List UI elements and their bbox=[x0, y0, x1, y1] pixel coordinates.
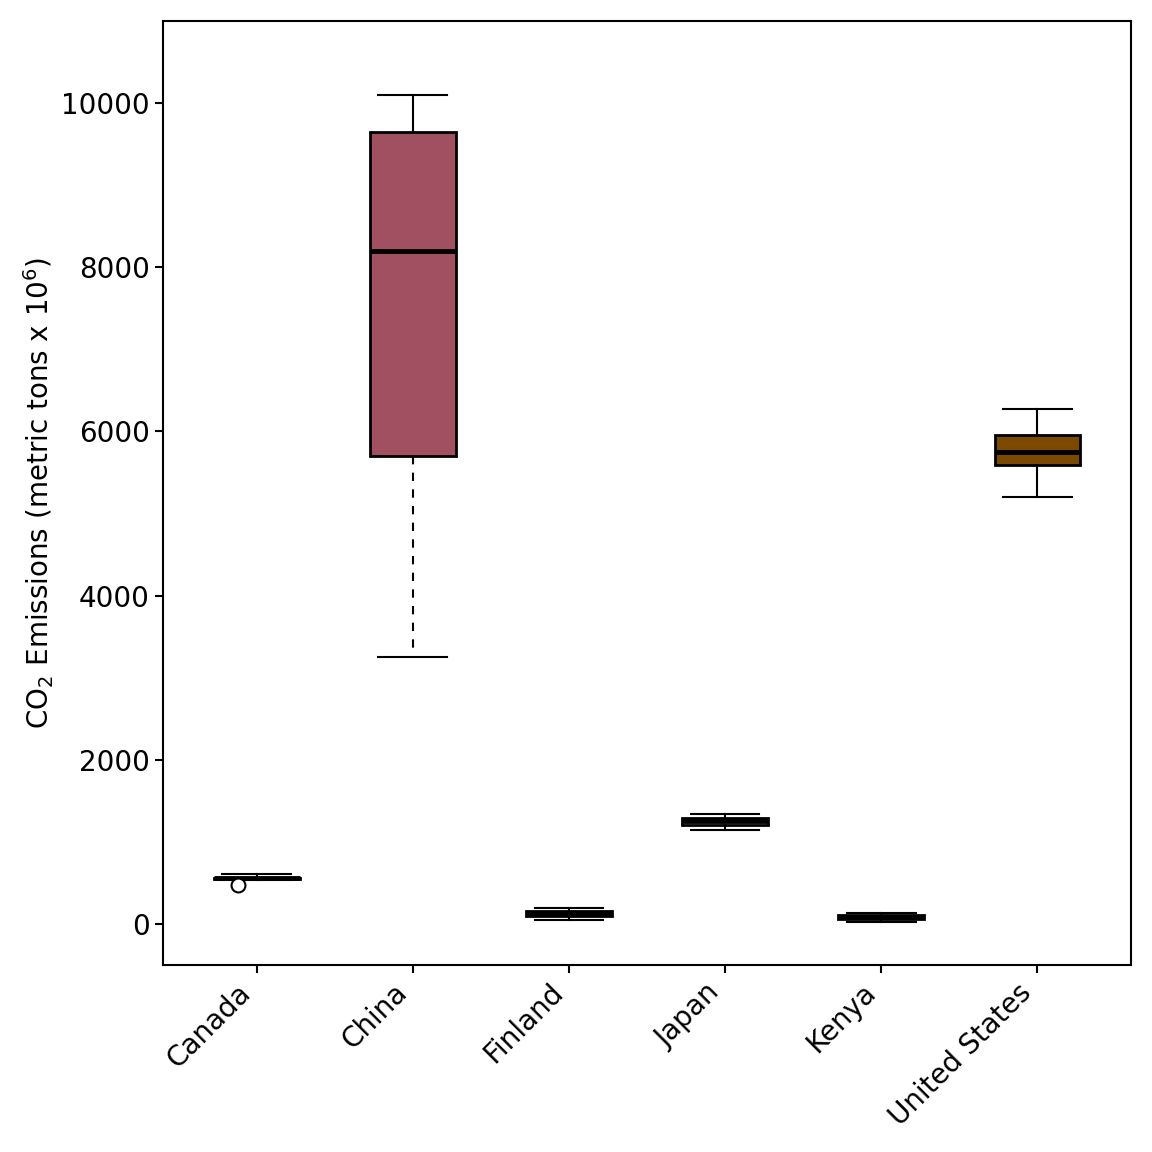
Bar bbox=[682, 818, 768, 825]
Y-axis label: CO$_2$ Emissions (metric tons x 10$^6$): CO$_2$ Emissions (metric tons x 10$^6$) bbox=[21, 257, 55, 729]
Bar bbox=[370, 131, 456, 456]
Bar bbox=[839, 915, 924, 919]
Bar bbox=[526, 911, 612, 916]
Bar bbox=[994, 434, 1081, 465]
